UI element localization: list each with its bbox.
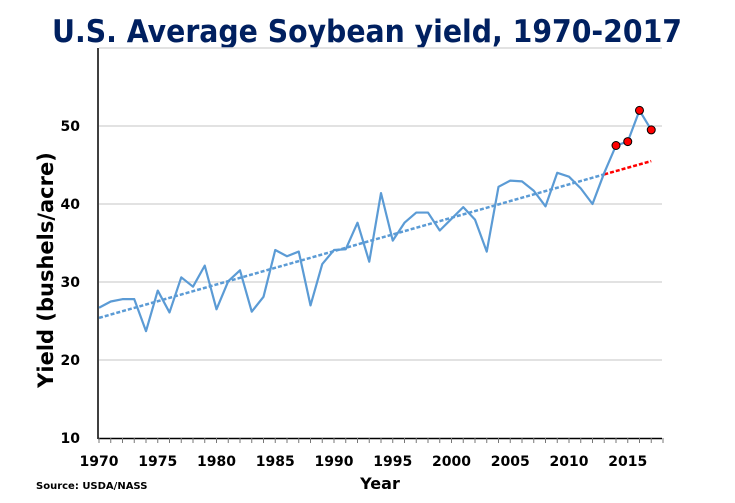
x-tick-label: 1980 — [197, 454, 236, 470]
highlighted-points — [611, 105, 656, 150]
source-note: Source: USDA/NASS — [36, 481, 147, 492]
data-point — [635, 105, 644, 115]
data-point — [623, 137, 633, 147]
x-tick-labels: 1970 1975 1980 1985 1990 1995 2000 2005 2010 2015 — [80, 454, 648, 470]
y-tick-label: 40 — [61, 197, 81, 213]
axes — [97, 48, 664, 443]
x-tick-label: 2015 — [608, 454, 647, 470]
gridlines — [99, 47, 662, 361]
x-tick-label: 1990 — [315, 454, 354, 470]
x-axis-label: Year — [359, 474, 400, 493]
data-point — [646, 125, 656, 135]
yield-line — [98, 109, 653, 333]
y-axis-label: Yield (bushels/acre) — [34, 152, 58, 389]
trend-line — [603, 159, 652, 176]
y-tick-label: 30 — [61, 275, 81, 291]
x-tick-label: 1995 — [373, 454, 412, 470]
series-lines — [98, 109, 653, 333]
y-tick-label: 20 — [61, 353, 81, 369]
x-tick-label: 2000 — [432, 454, 471, 470]
trend-lines — [98, 159, 652, 320]
x-tick-label: 2005 — [491, 454, 530, 470]
x-tick-label: 1985 — [256, 454, 295, 470]
x-tick-label: 2010 — [550, 454, 589, 470]
x-tick-label: 1970 — [80, 454, 119, 470]
y-tick-labels: 10 20 30 40 50 — [61, 119, 81, 447]
y-tick-label: 10 — [61, 431, 81, 447]
x-tick-label: 1975 — [138, 454, 177, 470]
data-point — [611, 141, 621, 150]
trend-line — [98, 173, 605, 320]
chart-title: U.S. Average Soybean yield, 1970-2017 — [52, 14, 682, 50]
y-tick-label: 50 — [61, 119, 81, 135]
